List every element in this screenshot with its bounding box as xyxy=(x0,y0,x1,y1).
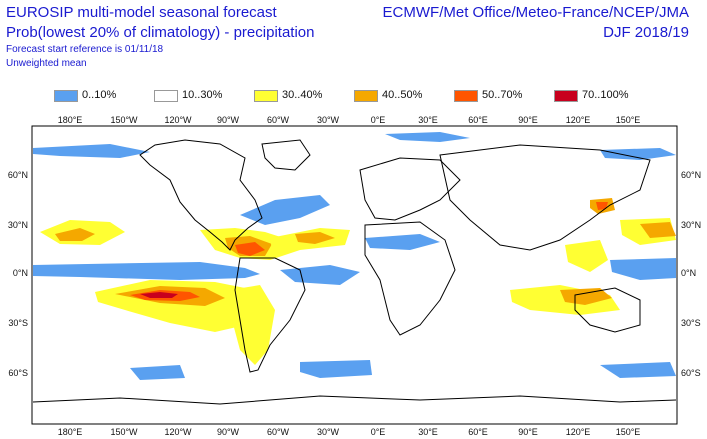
centres-title: ECMWF/Met Office/Meteo-France/NCEP/JMA xyxy=(382,4,689,21)
lon-label: 30°E xyxy=(418,427,438,437)
lat-label: 30°N xyxy=(681,220,701,230)
lon-label: 30°E xyxy=(418,115,438,125)
orange-region-north-west-pacific xyxy=(640,222,676,238)
legend-label: 30..40% xyxy=(282,89,323,101)
lat-label: 60°S xyxy=(8,368,28,378)
title-line-1: EUROSIP multi-model seasonal forecast xyxy=(6,4,277,21)
lon-label: 120°E xyxy=(566,115,591,125)
blue-region-southern-ocean-atlantic xyxy=(300,360,372,378)
legend-swatch xyxy=(354,90,378,102)
blue-region-arctic-pacific xyxy=(600,148,676,160)
lat-label: 30°S xyxy=(8,318,28,328)
lat-label: 0°N xyxy=(13,268,28,278)
legend-label: 10..30% xyxy=(182,89,223,101)
lon-label: 60°W xyxy=(267,427,290,437)
legend-label: 50..70% xyxy=(482,89,523,101)
legend-swatch xyxy=(154,90,178,102)
orange-region-tropical-atlantic xyxy=(295,232,335,244)
title-line-2: Prob(lowest 20% of climatology) - precip… xyxy=(6,24,315,41)
greenland-outline xyxy=(261,139,311,171)
left-latitude-axis: 60°N 30°N 0°N 30°S 60°S xyxy=(8,170,28,378)
yellow-region-south-america xyxy=(230,285,275,365)
coastlines xyxy=(32,139,677,405)
legend-label: 0..10% xyxy=(82,89,117,101)
top-longitude-axis: 180°E 150°W 120°W 90°W 60°W 30°W 0°E 30°… xyxy=(58,115,641,125)
right-latitude-axis: 60°N 30°N 0°N 30°S 60°S xyxy=(681,170,701,378)
lon-label: 60°W xyxy=(267,115,290,125)
lon-label: 60°E xyxy=(468,427,488,437)
lon-label: 0°E xyxy=(371,427,386,437)
forecast-map: 180°E 150°W 120°W 90°W 60°W 30°W 0°E 30°… xyxy=(8,115,701,437)
north-america-outline xyxy=(139,139,263,251)
forecast-reference: Forecast start reference is 01/11/18 xyxy=(6,44,164,55)
lat-label: 60°N xyxy=(8,170,28,180)
lon-label: 120°E xyxy=(566,427,591,437)
red-region-japan xyxy=(596,202,608,210)
lon-label: 90°W xyxy=(217,115,240,125)
asia-outline xyxy=(439,144,651,251)
lat-label: 30°N xyxy=(8,220,28,230)
blue-region-equatorial-pacific xyxy=(33,262,260,280)
legend-label: 70..100% xyxy=(582,89,629,101)
lat-label: 30°S xyxy=(681,318,701,328)
lat-label: 60°S xyxy=(681,368,701,378)
lon-label: 30°W xyxy=(317,427,340,437)
lon-label: 120°W xyxy=(164,427,192,437)
orange-region-north-pacific xyxy=(55,228,95,241)
probability-shading xyxy=(33,132,676,380)
blue-region-southern-ocean-east xyxy=(600,362,676,378)
legend-label: 40..50% xyxy=(382,89,423,101)
lon-label: 150°W xyxy=(110,115,138,125)
season-title: DJF 2018/19 xyxy=(603,24,689,41)
lon-label: 120°W xyxy=(164,115,192,125)
europe-outline xyxy=(359,157,461,221)
blue-region-west-pacific xyxy=(610,258,676,280)
blue-region-north-atlantic xyxy=(240,195,330,225)
lon-label: 150°W xyxy=(110,427,138,437)
lon-label: 60°E xyxy=(468,115,488,125)
legend-swatch xyxy=(554,90,578,102)
antarctica-outline xyxy=(32,395,677,405)
darkred-region-south-pacific xyxy=(140,292,178,298)
africa-outline xyxy=(364,221,456,336)
red-region-caribbean xyxy=(235,242,265,256)
lon-label: 180°E xyxy=(58,427,83,437)
legend-swatch xyxy=(454,90,478,102)
blue-region-arctic-west xyxy=(33,144,150,158)
lat-label: 0°N xyxy=(681,268,696,278)
blue-region-sahel xyxy=(365,234,440,250)
lon-label: 150°E xyxy=(616,115,641,125)
lon-label: 90°E xyxy=(518,427,538,437)
lon-label: 180°E xyxy=(58,115,83,125)
lon-label: 0°E xyxy=(371,115,386,125)
lon-label: 150°E xyxy=(616,427,641,437)
legend-swatch xyxy=(254,90,278,102)
south-america-outline xyxy=(234,257,306,373)
lon-label: 90°W xyxy=(217,427,240,437)
lon-label: 90°E xyxy=(518,115,538,125)
orange-region-south-indian-ocean xyxy=(560,288,612,305)
legend-swatch xyxy=(54,90,78,102)
australia-outline xyxy=(574,287,641,333)
bottom-longitude-axis: 180°E 150°W 120°W 90°W 60°W 30°W 0°E 30°… xyxy=(58,427,641,437)
blue-region-arctic-east xyxy=(385,132,470,142)
lat-label: 60°N xyxy=(681,170,701,180)
blue-region-southern-ocean-pacific xyxy=(130,365,185,380)
lon-label: 30°W xyxy=(317,115,340,125)
weighting-note: Unweighted mean xyxy=(6,58,87,69)
yellow-region-maritime-continent xyxy=(565,240,608,272)
